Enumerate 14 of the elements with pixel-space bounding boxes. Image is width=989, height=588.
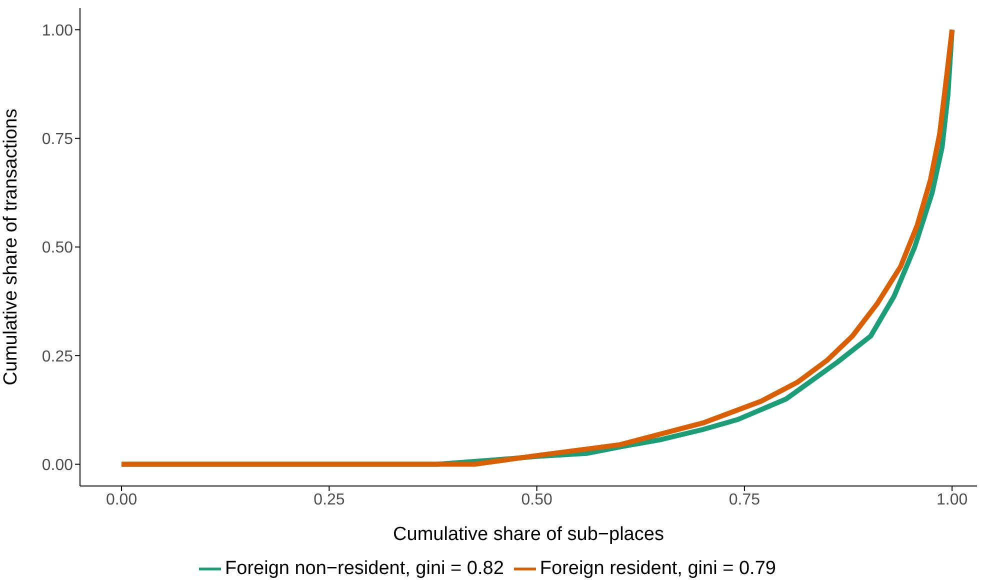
x-tick-label: 0.00 xyxy=(106,491,138,508)
y-tick-label: 0.50 xyxy=(42,240,74,257)
y-tick-label: 0.75 xyxy=(42,131,74,148)
y-axis-title: Cumulative share of transactions xyxy=(0,108,22,386)
x-tick-label: 0.50 xyxy=(521,491,552,508)
y-tick-label: 0.00 xyxy=(42,456,74,474)
y-tick-label: 1.00 xyxy=(42,22,74,40)
x-axis-title: Cumulative share of sub−places xyxy=(393,524,664,545)
x-tick-label: 1.00 xyxy=(936,491,968,508)
legend-label: Foreign non−resident, gini = 0.82 xyxy=(225,558,504,579)
x-tick-label: 0.75 xyxy=(728,491,760,508)
x-tick-label: 0.25 xyxy=(314,491,345,508)
y-tick-label: 0.25 xyxy=(42,348,74,366)
legend-label: Foreign resident, gini = 0.79 xyxy=(540,558,776,579)
